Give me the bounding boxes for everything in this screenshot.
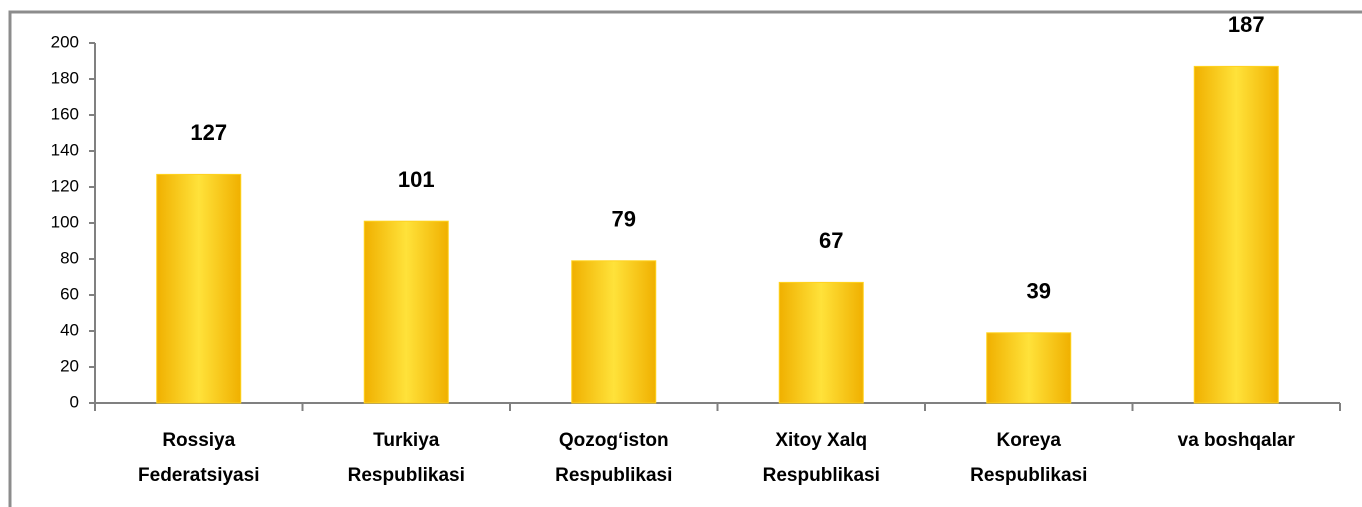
bar <box>571 260 657 404</box>
y-tick-label: 20 <box>60 356 79 375</box>
bar <box>986 332 1072 404</box>
y-tick-label: 60 <box>60 284 79 303</box>
y-tick-label: 140 <box>51 140 79 159</box>
value-label: 187 <box>1228 12 1265 37</box>
bar <box>363 220 449 404</box>
x-tick-label: Federatsiyasi <box>138 465 259 486</box>
x-tick-label: Respublikasi <box>348 465 465 486</box>
value-label: 79 <box>612 207 636 232</box>
x-tick-label: Xitoy Xalq <box>775 430 867 451</box>
x-tick-label: Respublikasi <box>970 465 1087 486</box>
x-tick-label: va boshqalar <box>1178 430 1296 451</box>
chart-frame <box>8 10 1362 507</box>
y-tick-label: 100 <box>51 212 79 231</box>
x-tick-label: Turkiya <box>373 430 440 451</box>
value-label: 67 <box>819 228 843 253</box>
y-tick-label: 180 <box>51 68 79 87</box>
value-label: 127 <box>190 120 227 145</box>
y-tick-label: 200 <box>51 32 79 51</box>
bar <box>1193 65 1279 404</box>
x-tick-label: Qozog‘iston <box>559 430 669 451</box>
value-label: 39 <box>1027 279 1051 304</box>
bar <box>778 281 864 404</box>
value-label: 101 <box>398 167 435 192</box>
y-tick-label: 120 <box>51 176 79 195</box>
y-tick-label: 80 <box>60 248 79 267</box>
x-tick-label: Respublikasi <box>555 465 672 486</box>
bar <box>156 173 242 404</box>
y-tick-label: 0 <box>70 392 79 411</box>
y-tick-label: 160 <box>51 104 79 123</box>
y-tick-label: 40 <box>60 320 79 339</box>
x-tick-label: Rossiya <box>162 430 235 451</box>
x-tick-label: Respublikasi <box>763 465 880 486</box>
x-tick-label: Koreya <box>997 430 1062 451</box>
